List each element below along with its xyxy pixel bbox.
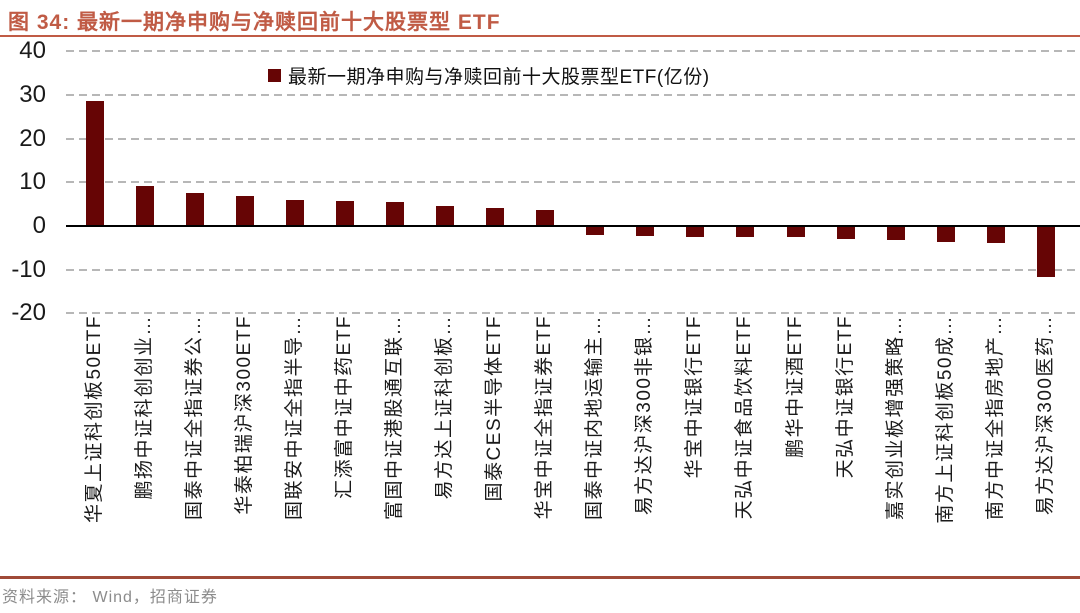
source-label: 资料来源： xyxy=(2,589,88,606)
figure-title: 图 34: 最新一期净申购与净赎回前十大股票型 ETF xyxy=(8,6,501,36)
bar xyxy=(736,226,755,237)
y-axis-tick-label: 20 xyxy=(19,124,46,152)
x-axis-label: 易方达沪深300非银… xyxy=(634,315,656,516)
title-divider xyxy=(0,35,1080,37)
gridline xyxy=(66,312,1080,315)
x-axis-label: 嘉实创业板增强策略… xyxy=(884,315,906,521)
bar xyxy=(135,186,154,226)
y-axis-tick-label: 10 xyxy=(19,168,46,196)
bar xyxy=(385,202,404,226)
x-axis-label: 易方达沪深300医药… xyxy=(1034,315,1056,516)
x-axis-line xyxy=(66,225,1080,227)
footer-divider xyxy=(0,576,1080,579)
bar xyxy=(235,196,254,226)
bar xyxy=(436,205,454,226)
y-axis-tick-label: -10 xyxy=(11,255,46,283)
x-axis-label: 易方达上证科创板… xyxy=(434,315,455,500)
y-axis-tick-label: 40 xyxy=(19,37,46,65)
x-axis-label: 鹏华中证酒ETF xyxy=(784,315,806,458)
x-axis-label: 鹏扬中证科创创业… xyxy=(133,315,155,500)
x-axis-label: 华夏上证科创板50ETF xyxy=(83,315,105,524)
bar xyxy=(836,226,855,240)
bar xyxy=(686,226,705,237)
gridline xyxy=(66,268,1080,271)
legend-marker-icon xyxy=(268,69,281,82)
x-axis-label: 汇添富中证中药ETF xyxy=(333,315,355,499)
gridline xyxy=(66,181,1080,184)
gridline xyxy=(66,50,1080,53)
bar xyxy=(486,207,505,226)
y-axis-tick-label: 30 xyxy=(19,80,46,108)
data-source: 资料来源： Wind，招商证券 xyxy=(2,583,218,607)
x-axis-label: 国泰中证全指证券公… xyxy=(183,315,205,521)
x-axis-label: 华宝中证全指证券ETF xyxy=(534,315,556,520)
bar xyxy=(986,226,1005,243)
x-axis-label: 南方上证科创板50成… xyxy=(934,315,956,524)
bar xyxy=(586,226,605,235)
gridline xyxy=(66,137,1080,140)
chart-legend: 最新一期净申购与净赎回前十大股票型ETF(亿份) xyxy=(268,62,710,89)
x-axis-label: 华泰柏瑞沪深300ETF xyxy=(233,315,255,515)
bar xyxy=(886,226,905,241)
x-axis-label: 天弘中证食品饮料ETF xyxy=(734,315,756,520)
bar xyxy=(1036,226,1055,278)
bar xyxy=(335,201,354,226)
x-axis-label: 国泰CES半导体ETF xyxy=(484,315,506,502)
bar xyxy=(536,209,555,226)
x-axis-label: 华宝中证银行ETF xyxy=(684,315,706,479)
bar xyxy=(85,101,104,226)
source-text: Wind，招商证券 xyxy=(92,589,218,606)
x-axis-label: 富国中证港股通互联… xyxy=(383,315,405,521)
gridline xyxy=(66,93,1080,96)
figure-title-text: 最新一期净申购与净赎回前十大股票型 ETF xyxy=(77,11,501,34)
bar xyxy=(786,226,805,237)
bar xyxy=(936,226,955,243)
legend-label: 最新一期净申购与净赎回前十大股票型ETF(亿份) xyxy=(288,67,710,88)
x-axis-label: 国泰中证内地运输主… xyxy=(584,315,606,521)
bar xyxy=(636,226,655,236)
x-axis-label: 南方中证全指房地产… xyxy=(984,315,1006,521)
x-axis-label: 国联安中证全指半导… xyxy=(283,315,305,521)
y-axis-tick-label: 0 xyxy=(32,212,46,239)
figure-number: 图 34: xyxy=(8,11,71,34)
bar xyxy=(285,199,304,226)
bar xyxy=(185,192,204,226)
y-axis-tick-label: -20 xyxy=(11,299,46,327)
x-axis-label: 天弘中证银行ETF xyxy=(834,315,856,479)
